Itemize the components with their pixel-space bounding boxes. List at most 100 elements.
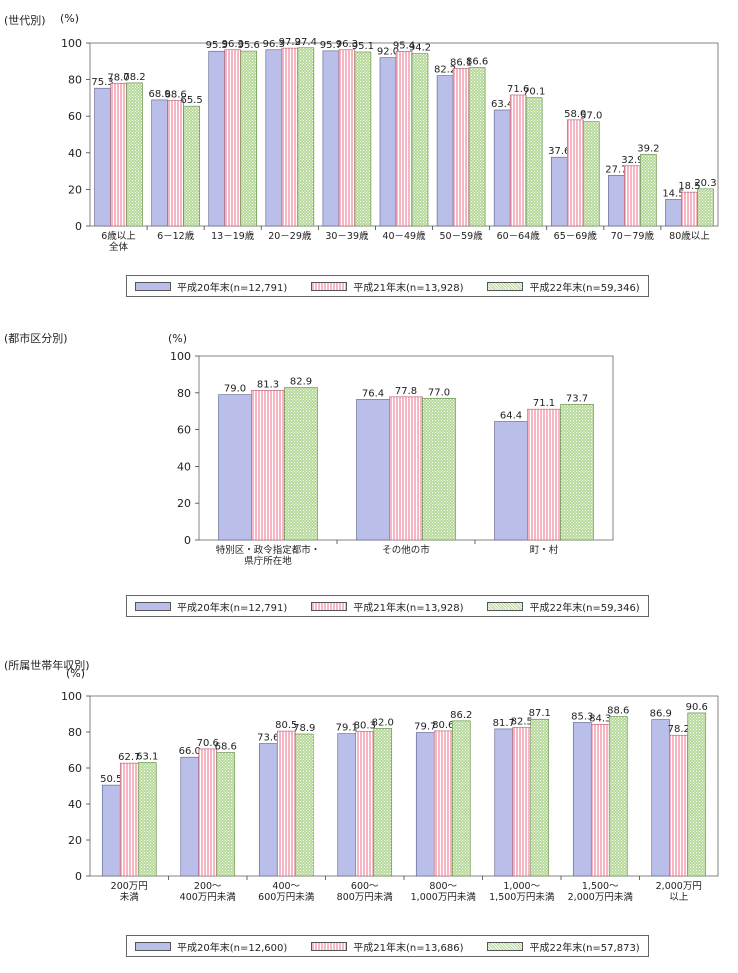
bar [451, 720, 471, 877]
legend-swatch [311, 281, 348, 291]
data-label: 70.6 [197, 738, 219, 749]
data-label: 64.4 [500, 411, 522, 422]
y-unit-label: (%) [168, 332, 187, 345]
data-label: 78.2 [668, 724, 690, 735]
legend-label: 平成20年末(n=12,600) [177, 942, 288, 954]
data-label: 97.4 [295, 37, 317, 48]
y-tick-label: 60 [68, 110, 82, 123]
data-label: 77.8 [395, 386, 417, 397]
data-label: 62.7 [118, 752, 140, 763]
y-tick-label: 60 [68, 762, 82, 775]
legend-item: 平成20年末(n=12,791) [135, 599, 287, 614]
data-label: 82.0 [372, 717, 394, 728]
legend-swatch [135, 941, 171, 951]
bar [322, 50, 340, 227]
legend-label: 平成20年末(n=12,791) [177, 282, 288, 294]
data-label: 32.9 [621, 155, 643, 166]
data-label: 86.9 [650, 709, 672, 720]
data-label: 63.4 [491, 99, 513, 110]
data-label: 76.4 [362, 388, 384, 399]
data-label: 68.6 [215, 742, 237, 753]
data-label: 79.7 [414, 722, 436, 733]
chart-city: (%) 0 20 40 60 80 100 79.0 81.3 82.9 特別区・政令指定都市・県庁… [168, 332, 614, 567]
bar [137, 762, 157, 877]
bar [338, 49, 356, 227]
data-label: 77.0 [428, 387, 450, 398]
bar [494, 728, 514, 877]
data-label: 92.0 [377, 47, 399, 58]
bar [494, 421, 528, 541]
x-tick-label: 13－19歳 [211, 230, 255, 242]
data-label: 80.3 [354, 720, 376, 731]
bar [530, 718, 550, 877]
bar [525, 97, 543, 227]
data-label: 86.6 [466, 57, 488, 68]
x-tick-label: 20－29歳 [268, 230, 312, 242]
data-label: 82.2 [434, 65, 456, 76]
legend-label: 平成20年末(n=12,791) [177, 602, 288, 614]
x-tick-label: 2,000万円以上 [656, 881, 702, 903]
x-tick-label: 200～ 400万円未満 [180, 881, 237, 903]
bar [94, 87, 111, 227]
legend-item: 平成22年末(n=59,346) [487, 279, 640, 294]
bar [389, 396, 423, 541]
data-label: 18.5 [678, 181, 700, 192]
x-tick-label: その他の市 [382, 544, 430, 556]
data-label: 39.2 [637, 143, 659, 154]
data-label: 96.3 [336, 39, 358, 50]
x-tick-label: 65－69歳 [554, 230, 598, 242]
x-tick-label: 400～ 600万円未満 [258, 881, 315, 903]
bar [355, 731, 375, 877]
bar [224, 49, 242, 227]
bar [337, 733, 357, 877]
bar [436, 75, 454, 227]
bar [110, 82, 127, 227]
data-label: 78.2 [123, 72, 145, 83]
legend-label: 平成21年末(n=13,928) [353, 282, 464, 294]
x-tick-label: 50－59歳 [439, 230, 483, 242]
bar [379, 57, 397, 227]
x-tick-label: 6歳以上全体 [101, 230, 136, 253]
bar [669, 734, 689, 877]
data-label: 70.1 [523, 87, 545, 98]
data-label: 95.1 [352, 41, 374, 52]
bar [258, 743, 278, 877]
bar [183, 105, 200, 227]
data-label: 68.6 [165, 89, 187, 100]
y-tick-label: 0 [75, 220, 82, 233]
data-label: 20.3 [694, 178, 716, 189]
data-label: 85.3 [571, 711, 593, 722]
data-label: 14.5 [662, 188, 684, 199]
y-unit-label: (%) [66, 667, 85, 680]
bar [651, 719, 671, 877]
bar [284, 387, 318, 541]
x-tick-label: 60－64歳 [497, 230, 541, 242]
bar [356, 399, 390, 541]
data-label: 95.4 [393, 40, 415, 51]
bar [512, 727, 532, 877]
y-tick-label: 0 [184, 534, 191, 547]
legend-swatch [487, 941, 524, 951]
bar [119, 762, 139, 877]
bar [395, 51, 413, 227]
data-label: 82.9 [290, 376, 312, 387]
bar [681, 191, 698, 227]
bar [433, 730, 453, 877]
data-label: 73.6 [257, 733, 279, 744]
legend-swatch [487, 601, 524, 611]
data-label: 81.7 [493, 718, 515, 729]
bar [216, 752, 236, 877]
bar [590, 723, 610, 877]
bar [687, 712, 707, 877]
bar [411, 53, 429, 227]
data-label: 78.0 [107, 72, 129, 83]
legend-item: 平成22年末(n=59,346) [487, 599, 640, 614]
y-tick-label: 100 [170, 350, 191, 363]
data-label: 97.2 [279, 37, 301, 48]
data-label: 94.2 [409, 43, 431, 54]
y-tick-label: 20 [177, 497, 191, 510]
bar [697, 188, 714, 227]
data-label: 68.9 [149, 89, 171, 100]
legend-swatch [311, 941, 348, 951]
data-label: 65.5 [181, 95, 203, 106]
